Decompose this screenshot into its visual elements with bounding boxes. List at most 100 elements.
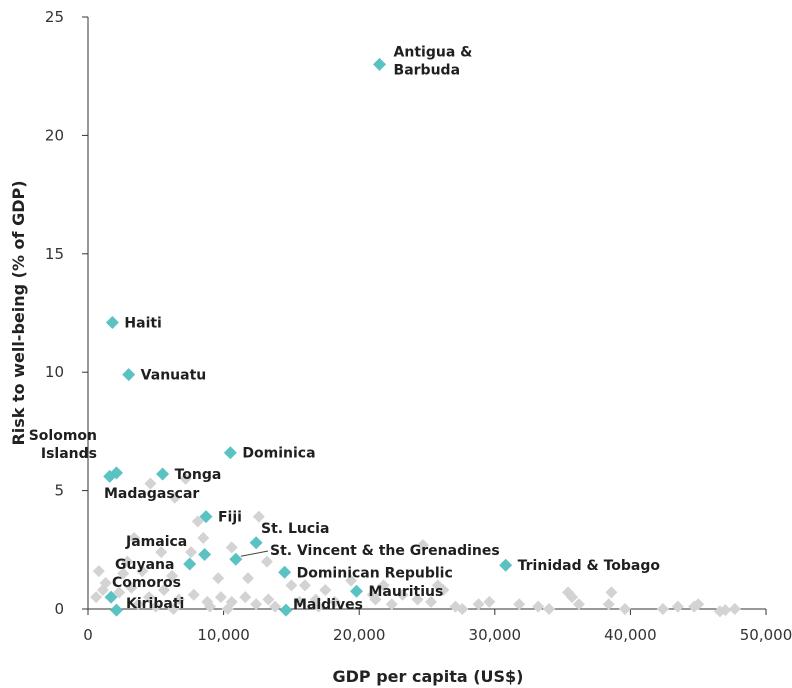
data-point: [483, 595, 496, 608]
label-vanuatu: Vanuatu: [141, 368, 207, 384]
data-point: [221, 603, 234, 615]
data-point: [157, 584, 170, 597]
data-point: [187, 588, 200, 601]
label-solomon-islands: Solomon Islands: [29, 428, 97, 462]
data-point: [411, 593, 424, 606]
data-point: [252, 510, 265, 523]
label-st-vincent-and-the-grenadines: St. Vincent & the Grenadines: [270, 543, 500, 559]
data-point: [671, 600, 684, 613]
point-haiti: [105, 315, 119, 329]
label-st-lucia: St. Lucia: [261, 521, 329, 537]
data-point: [692, 598, 705, 611]
point-st-lucia: [249, 536, 263, 550]
leader-line-st-vincent: [240, 550, 269, 557]
data-point: [543, 603, 556, 615]
data-point: [425, 595, 438, 608]
y-tick-label: 5: [54, 482, 64, 500]
data-point: [298, 579, 311, 592]
data-point: [179, 472, 192, 485]
point-dominican-republic: [278, 565, 292, 579]
data-point: [293, 595, 306, 608]
data-point: [136, 565, 149, 578]
data-point: [377, 579, 390, 592]
label-mauritius: Mauritius: [368, 584, 443, 600]
data-point: [242, 572, 255, 585]
data-point: [167, 603, 180, 615]
point-guyana: [183, 557, 197, 571]
data-point: [172, 593, 185, 606]
label-dominica: Dominica: [242, 446, 315, 462]
data-point: [572, 598, 585, 611]
point-tonga: [156, 467, 170, 481]
point-st-vincent-and-the-grenadines: [229, 552, 243, 566]
label-guyana: Guyana: [115, 557, 174, 573]
data-point: [656, 603, 669, 615]
data-point: [168, 491, 181, 504]
data-point: [269, 600, 282, 613]
data-point: [437, 584, 450, 597]
point-jamaica: [198, 548, 212, 562]
axes: 0 5 10 15 20 25 0 10,000 20,000 30,000 40,000 50,00…: [45, 8, 792, 644]
y-tick-label: 25: [45, 8, 64, 26]
data-point: [125, 581, 138, 594]
data-point: [369, 593, 382, 606]
label-comoros: Comoros: [112, 575, 181, 591]
data-point: [113, 586, 126, 599]
data-point: [719, 604, 732, 617]
point-kiribati: [104, 590, 118, 604]
data-point: [728, 603, 741, 615]
x-tick-label: 10,000: [197, 626, 250, 644]
data-point: [155, 546, 168, 559]
data-point: [396, 588, 409, 601]
label-maldives: Maldives: [293, 597, 363, 613]
x-tick-label: 0: [83, 626, 93, 644]
point-mauritius: [349, 584, 363, 598]
data-point: [239, 591, 252, 604]
data-point: [144, 477, 157, 490]
label-kiribati: Kiribati: [126, 596, 184, 612]
data-point: [149, 600, 162, 613]
label-antigua-and-barbuda: Antigua & Barbuda: [394, 44, 473, 78]
point-vanuatu: [122, 368, 136, 382]
y-tick-label: 20: [45, 126, 64, 144]
data-point: [225, 541, 238, 554]
data-point: [128, 531, 141, 544]
data-point: [319, 584, 332, 597]
data-point: [605, 586, 618, 599]
point-kiribati-2: [109, 603, 123, 617]
label-dominican-republic: Dominican Republic: [297, 565, 453, 581]
data-point: [416, 539, 429, 552]
data-point: [214, 591, 227, 604]
label-madagascar: Madagascar: [104, 486, 199, 502]
data-point: [345, 574, 358, 587]
data-point: [260, 555, 273, 568]
data-point: [532, 600, 545, 613]
label-fiji: Fiji: [218, 510, 242, 526]
data-point: [197, 531, 210, 544]
data-point: [143, 591, 156, 604]
data-point: [204, 600, 217, 613]
data-point: [456, 603, 469, 615]
x-tick-label: 30,000: [469, 626, 522, 644]
point-labels: Antigua & Barbuda Haiti Vanuatu Solomon Islan…: [29, 44, 661, 613]
data-point: [312, 600, 325, 613]
point-dominica: [223, 446, 237, 460]
x-tick-label: 20,000: [333, 626, 386, 644]
data-point: [121, 555, 134, 568]
data-point: [90, 591, 103, 604]
data-point: [618, 603, 631, 615]
point-solomon-islands-2: [103, 469, 117, 483]
data-point: [96, 584, 109, 597]
point-trinidad-and-tobago: [499, 558, 513, 572]
data-point: [250, 598, 263, 611]
label-jamaica: Jamaica: [125, 534, 187, 550]
label-trinidad-and-tobago: Trinidad & Tobago: [518, 558, 661, 574]
point-fiji: [199, 510, 213, 524]
y-tick-label: 15: [45, 245, 64, 263]
x-axis-title: GDP per capita (US$): [333, 667, 524, 686]
data-point: [602, 598, 615, 611]
data-point: [212, 572, 225, 585]
x-tick-label: 50,000: [740, 626, 792, 644]
data-point: [92, 565, 105, 578]
